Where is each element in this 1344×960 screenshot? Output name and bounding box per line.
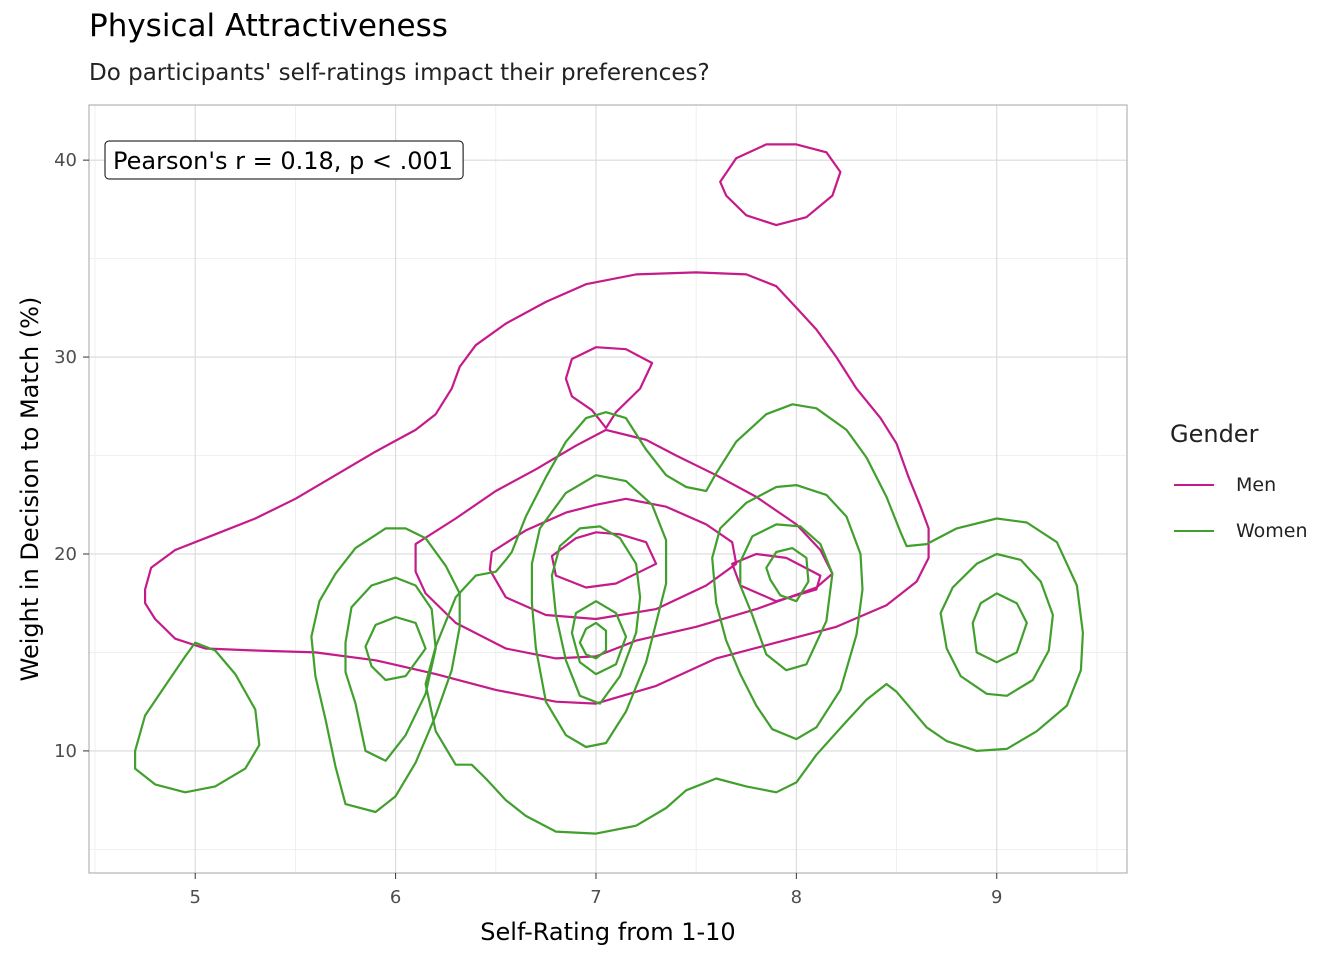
annotation-box: Pearson's r = 0.18, p < .001	[104, 140, 464, 180]
legend-item-women: Women	[1170, 508, 1308, 554]
panel-border	[88, 104, 1128, 874]
contour-women-2	[344, 576, 437, 762]
contour-women-7	[570, 600, 628, 676]
y-tick-label-20: 20	[54, 544, 77, 565]
series-women	[134, 403, 1084, 835]
legend: Gender Men Women	[1170, 420, 1308, 554]
major-grid	[89, 105, 1127, 873]
y-axis-label: Weight in Decision to Match (%)	[16, 297, 44, 682]
contour-men-3	[550, 531, 658, 589]
y-tick-label-30: 30	[54, 347, 77, 368]
panel-background	[89, 105, 1127, 873]
chart-subtitle: Do participants' self-ratings impact the…	[89, 60, 710, 86]
contour-women-13	[971, 592, 1028, 664]
annotation-text: Pearson's r = 0.18, p < .001	[113, 147, 453, 175]
contour-women-0	[134, 641, 261, 794]
contour-layer	[134, 143, 1084, 835]
legend-swatch-women	[1174, 530, 1214, 532]
chart-title: Physical Attractiveness	[89, 8, 448, 44]
legend-title: Gender	[1170, 420, 1259, 448]
x-axis: 5 6 7 8 9	[189, 873, 1002, 908]
contour-women-3	[364, 615, 427, 682]
contour-men-5	[719, 143, 842, 227]
contour-women-12	[939, 552, 1054, 697]
x-tick-label-7: 7	[590, 887, 601, 908]
y-tick-label-10: 10	[54, 741, 77, 762]
legend-item-men: Men	[1170, 462, 1308, 508]
x-axis-label: Self-Rating from 1-10	[480, 918, 735, 946]
contour-men-4	[564, 346, 654, 430]
contour-women-6	[550, 525, 642, 705]
y-axis: 10 20 30 40	[54, 150, 89, 762]
contour-women-5	[530, 474, 668, 749]
contour-women-11	[765, 547, 810, 603]
contour-men-6	[731, 552, 822, 603]
x-tick-label-5: 5	[189, 887, 200, 908]
legend-swatch-men	[1174, 484, 1214, 486]
legend-label-men: Men	[1236, 474, 1277, 496]
contour-women-4	[424, 403, 1084, 835]
contour-women-1	[310, 527, 461, 814]
x-tick-label-6: 6	[390, 887, 401, 908]
x-tick-label-9: 9	[991, 887, 1002, 908]
legend-label-women: Women	[1236, 520, 1308, 542]
contour-women-9	[711, 484, 864, 741]
contour-men-0	[144, 271, 930, 705]
y-tick-label-40: 40	[54, 150, 77, 171]
contour-men-1	[414, 428, 834, 660]
x-tick-label-8: 8	[791, 887, 802, 908]
contour-women-8	[578, 621, 608, 660]
contour-women-10	[739, 523, 834, 672]
annotation-border	[104, 140, 464, 180]
series-men	[144, 143, 930, 705]
